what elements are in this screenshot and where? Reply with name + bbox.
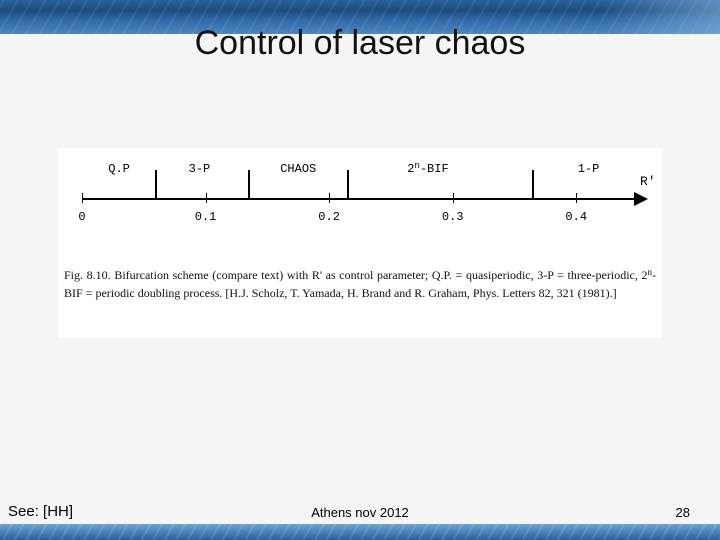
bifurcation-axis-diagram: R' Q.P 3-P CHAOS 2n-BIF 1-P 0 0.1 0.2 0.3 0.4 (58, 148, 662, 258)
slide-title: Control of laser chaos (0, 24, 720, 63)
region-label: 1-P (578, 162, 600, 176)
caption-prefix: Fig. 8.10. (64, 268, 111, 282)
caption-sup: n (648, 267, 653, 277)
axis-tick-label: 0.3 (442, 210, 464, 224)
axis-tick (576, 193, 577, 203)
axis-tick (82, 193, 83, 203)
bottom-decor-band (0, 524, 720, 540)
region-separator (347, 170, 349, 198)
region-separator (155, 170, 157, 198)
region-separator (532, 170, 534, 198)
footer-center: Athens nov 2012 (0, 505, 720, 520)
axis-tick-label: 0 (78, 210, 85, 224)
region-label: Q.P (108, 162, 130, 176)
axis-arrow-icon (634, 192, 648, 206)
axis-label: R' (640, 174, 656, 189)
region-label: 3-P (189, 162, 211, 176)
axis-tick-label: 0.1 (195, 210, 217, 224)
region-label: CHAOS (280, 162, 316, 176)
page-number: 28 (676, 505, 690, 520)
axis-tick (329, 193, 330, 203)
axis-tick (453, 193, 454, 203)
axis-tick-label: 0.4 (565, 210, 587, 224)
caption-body: Bifurcation scheme (compare text) with R… (114, 268, 647, 282)
figure-panel: R' Q.P 3-P CHAOS 2n-BIF 1-P 0 0.1 0.2 0.3 0.4 Fig… (58, 148, 662, 338)
region-label: 2n-BIF (407, 162, 448, 176)
slide: Control of laser chaos R' Q.P 3-P CHAOS 2n-… (0, 0, 720, 540)
figure-caption: Fig. 8.10. Bifurcation scheme (compare t… (64, 266, 656, 302)
axis-line (82, 198, 638, 200)
axis-tick (206, 193, 207, 203)
region-separator (248, 170, 250, 198)
axis-tick-label: 0.2 (318, 210, 340, 224)
